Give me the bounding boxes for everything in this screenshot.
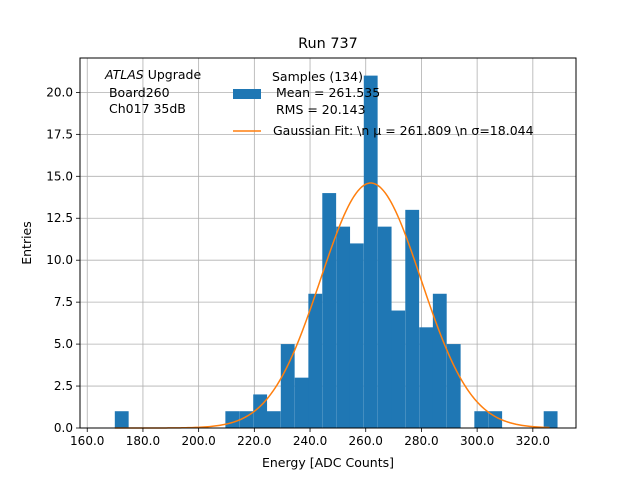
y-tick-label: 7.5 bbox=[54, 295, 73, 309]
legend-samples-swatch bbox=[233, 89, 261, 99]
y-axis-label: Entries bbox=[19, 221, 34, 265]
histogram-bar bbox=[294, 377, 309, 428]
legend-fit-label: Gaussian Fit: \n μ = 261.809 \n σ=18.044 bbox=[273, 123, 534, 138]
x-tick-label: 260.0 bbox=[349, 434, 383, 448]
histogram-bar bbox=[419, 327, 434, 428]
histogram-bar bbox=[363, 75, 378, 428]
upgrade-word: Upgrade bbox=[144, 67, 202, 82]
histogram-bar bbox=[488, 411, 503, 428]
histogram-bar bbox=[405, 209, 420, 428]
x-tick-label: 240.0 bbox=[293, 434, 327, 448]
histogram-bar bbox=[432, 293, 447, 428]
legend-samples-line-2: Mean = 261.535 bbox=[272, 85, 380, 100]
x-tick-label: 160.0 bbox=[70, 434, 104, 448]
legend-samples-line-1: Samples (134) bbox=[272, 69, 363, 84]
histogram-bar bbox=[391, 310, 406, 428]
x-tick-label: 320.0 bbox=[516, 434, 550, 448]
legend: Samples (134) Mean = 261.535 RMS = 20.14… bbox=[233, 69, 534, 138]
y-tick-label: 17.5 bbox=[46, 127, 73, 141]
y-tick-label: 5.0 bbox=[54, 337, 73, 351]
y-axis-ticks: 0.0 2.5 5.0 7.5 10.0 12.5 15.0 17.5 20.0 bbox=[46, 85, 80, 435]
x-tick-label: 180.0 bbox=[126, 434, 160, 448]
y-tick-label: 12.5 bbox=[46, 211, 73, 225]
histogram-bar bbox=[308, 293, 323, 428]
histogram-bar bbox=[377, 226, 392, 428]
histogram-bar bbox=[322, 193, 337, 428]
histogram-bar bbox=[474, 411, 489, 428]
x-tick-label: 280.0 bbox=[404, 434, 438, 448]
x-tick-label: 220.0 bbox=[237, 434, 271, 448]
y-tick-label: 10.0 bbox=[46, 253, 73, 267]
atlas-annotation: ATLAS Upgrade Board260 Ch017 35dB bbox=[104, 67, 201, 116]
histogram-bar bbox=[225, 411, 240, 428]
y-tick-label: 15.0 bbox=[46, 169, 73, 183]
plot-frame bbox=[79, 57, 577, 429]
y-tick-label: 0.0 bbox=[54, 421, 73, 435]
histogram-bar bbox=[349, 243, 364, 428]
histogram-bars bbox=[114, 75, 558, 428]
y-tick-label: 20.0 bbox=[46, 85, 73, 99]
legend-samples-line-3: RMS = 20.143 bbox=[272, 102, 366, 117]
histogram-bar bbox=[336, 226, 351, 428]
x-axis-label: Energy [ADC Counts] bbox=[262, 455, 394, 470]
y-tick-label: 2.5 bbox=[54, 379, 73, 393]
histogram-bar bbox=[543, 411, 558, 428]
histogram-bar bbox=[266, 411, 281, 428]
x-tick-label: 200.0 bbox=[181, 434, 215, 448]
annotation-board-line: Board260 bbox=[105, 85, 170, 100]
x-axis-ticks: 160.0 180.0 200.0 220.0 240.0 260.0 280.0 300.0… bbox=[70, 428, 550, 448]
annotation-channel-line: Ch017 35dB bbox=[105, 101, 186, 116]
histogram-bar bbox=[280, 344, 295, 428]
x-tick-label: 300.0 bbox=[460, 434, 494, 448]
atlas-word: ATLAS bbox=[104, 67, 144, 82]
histogram-bar bbox=[446, 344, 461, 428]
chart-title: Run 737 bbox=[298, 36, 358, 52]
atlas-annotation-title: ATLAS Upgrade bbox=[104, 67, 201, 82]
histogram-bar bbox=[114, 411, 129, 428]
